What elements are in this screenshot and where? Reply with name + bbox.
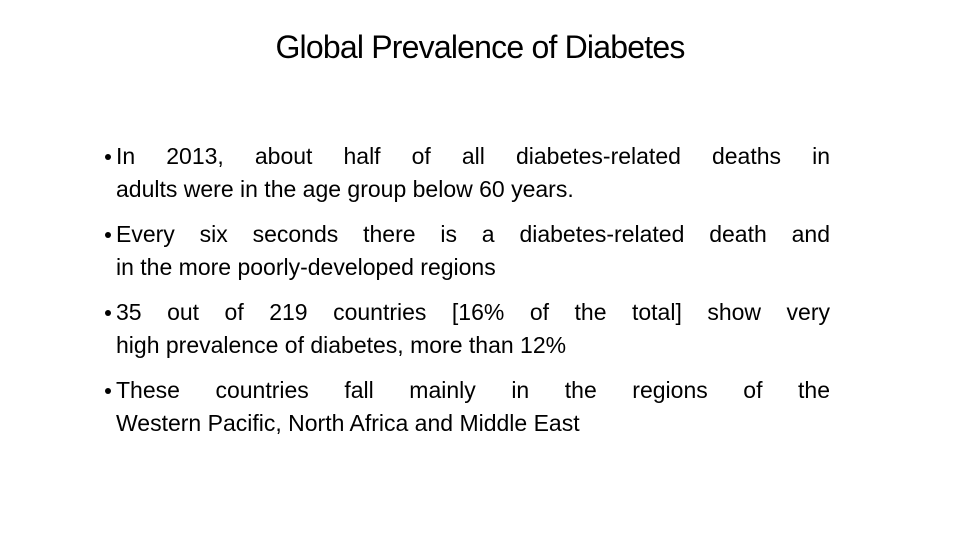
bullet-item: In 2013, about half of all diabetes-rela… xyxy=(100,140,830,206)
bullet-dot xyxy=(105,154,111,160)
slide-title: Global Prevalence of Diabetes xyxy=(275,29,685,65)
bullet-dot xyxy=(105,310,111,316)
bullet-text-line: adults were in the age group below 60 ye… xyxy=(116,176,574,202)
bullet-list: In 2013, about half of all diabetes-rela… xyxy=(100,140,830,452)
bullet-item: Every six seconds there is a diabetes-re… xyxy=(100,218,830,284)
bullet-text-line: 35 out of 219 countries [16% of the tota… xyxy=(116,299,830,325)
bullet-text-line: These countries fall mainly in the regio… xyxy=(116,377,830,403)
bullet-text-line: Western Pacific, North Africa and Middle… xyxy=(116,410,580,436)
bullet-item: 35 out of 219 countries [16% of the tota… xyxy=(100,296,830,362)
bullet-item: These countries fall mainly in the regio… xyxy=(100,374,830,440)
bullet-text-line: in the more poorly-developed regions xyxy=(116,254,496,280)
bullet-text-line: high prevalence of diabetes, more than 1… xyxy=(116,332,567,358)
bullet-text-line: In 2013, about half of all diabetes-rela… xyxy=(116,143,830,169)
bullet-dot xyxy=(105,388,111,394)
bullet-text-line: Every six seconds there is a diabetes-re… xyxy=(116,221,830,247)
bullet-dot xyxy=(105,232,111,238)
